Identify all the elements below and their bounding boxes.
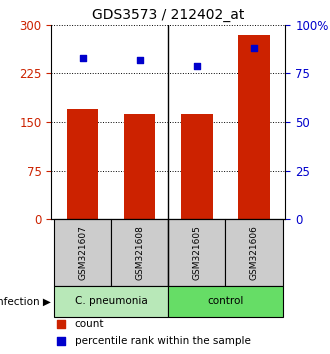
Bar bbox=[168, 286, 282, 316]
Bar bbox=[225, 219, 282, 286]
Point bbox=[251, 45, 257, 51]
Text: control: control bbox=[207, 296, 244, 306]
Point bbox=[58, 338, 63, 344]
Bar bbox=[238, 34, 270, 219]
Bar bbox=[54, 286, 168, 316]
Text: GSM321607: GSM321607 bbox=[78, 225, 87, 280]
Text: percentile rank within the sample: percentile rank within the sample bbox=[75, 336, 250, 346]
Bar bbox=[181, 114, 213, 219]
Text: GSM321608: GSM321608 bbox=[135, 225, 144, 280]
Bar bbox=[54, 219, 111, 286]
Point bbox=[58, 321, 63, 327]
Title: GDS3573 / 212402_at: GDS3573 / 212402_at bbox=[92, 8, 245, 22]
Point bbox=[80, 55, 85, 61]
Text: C. pneumonia: C. pneumonia bbox=[75, 296, 148, 306]
Point bbox=[137, 57, 142, 63]
Bar bbox=[67, 109, 98, 219]
Text: GSM321605: GSM321605 bbox=[192, 225, 201, 280]
Text: GSM321606: GSM321606 bbox=[249, 225, 258, 280]
Text: infection ▶: infection ▶ bbox=[0, 296, 50, 306]
Bar bbox=[124, 114, 155, 219]
Bar bbox=[111, 219, 168, 286]
Text: count: count bbox=[75, 319, 104, 329]
Bar bbox=[168, 219, 225, 286]
Point bbox=[194, 63, 200, 68]
